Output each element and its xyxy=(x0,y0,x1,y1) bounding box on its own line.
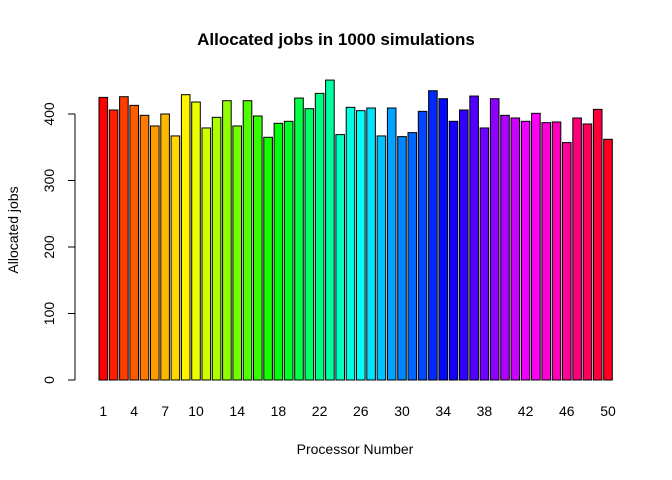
bar-processor-33 xyxy=(428,90,438,381)
bar-processor-37 xyxy=(469,95,479,381)
bar-processor-27 xyxy=(366,107,376,381)
bar-processor-16 xyxy=(253,115,263,381)
bar-processor-40 xyxy=(500,114,510,381)
bar-processor-29 xyxy=(386,107,397,381)
bar-processor-14 xyxy=(232,125,242,381)
bar-processor-30 xyxy=(397,136,407,381)
x-axis-tick-label: 1 xyxy=(99,403,107,419)
bar-processor-46 xyxy=(562,142,572,381)
x-axis-tick-label: 34 xyxy=(435,403,451,419)
bar-processor-9 xyxy=(180,94,191,381)
bar-processor-2 xyxy=(108,109,119,381)
bar-processor-24 xyxy=(335,134,345,381)
bar-processor-19 xyxy=(283,120,294,381)
bar-processor-13 xyxy=(222,100,232,381)
bar-processor-44 xyxy=(541,122,552,381)
bar-processor-45 xyxy=(551,121,562,381)
y-axis-label: Allocated jobs xyxy=(5,186,21,274)
bar-processor-32 xyxy=(417,110,428,381)
bar-processor-18 xyxy=(273,122,284,381)
bar-processor-12 xyxy=(211,116,222,381)
bar-processor-28 xyxy=(376,135,387,381)
y-axis-tick-label: 100 xyxy=(41,302,57,326)
bar-processor-4 xyxy=(129,104,139,381)
bar-processor-6 xyxy=(150,125,160,381)
bar-processor-39 xyxy=(489,98,500,381)
bar-processor-43 xyxy=(531,112,541,381)
bar-processor-10 xyxy=(191,101,201,381)
x-axis-tick-label: 42 xyxy=(518,403,534,419)
bar-processor-49 xyxy=(592,108,603,381)
chart-title: Allocated jobs in 1000 simulations xyxy=(197,30,475,49)
bar-processor-36 xyxy=(459,109,469,381)
x-axis-tick-label: 18 xyxy=(271,403,287,419)
bar-processor-20 xyxy=(294,97,304,381)
y-axis-tick-label: 0 xyxy=(41,376,57,384)
bar-processor-1 xyxy=(98,96,109,381)
bar-processor-31 xyxy=(407,132,418,381)
x-axis-tick-label: 7 xyxy=(161,403,169,419)
bar-processor-15 xyxy=(242,100,253,381)
x-axis-tick-label: 26 xyxy=(353,403,369,419)
bars-group xyxy=(98,79,613,381)
y-axis: 0 100 200 300 400 xyxy=(41,102,76,384)
bar-processor-35 xyxy=(448,120,459,381)
bar-processor-11 xyxy=(201,127,212,381)
x-axis-tick-label: 38 xyxy=(477,403,493,419)
x-axis-tick-labels: 1 4 7 10 14 18 22 26 30 34 38 42 46 50 xyxy=(99,403,616,419)
bar-processor-50 xyxy=(603,138,613,381)
bar-processor-42 xyxy=(520,120,531,381)
y-axis-tick-label: 200 xyxy=(41,235,57,259)
y-axis-tick-label: 400 xyxy=(41,102,57,126)
x-axis-tick-label: 14 xyxy=(229,403,245,419)
bar-processor-8 xyxy=(170,135,181,381)
x-axis-tick-label: 46 xyxy=(559,403,575,419)
x-axis-label: Processor Number xyxy=(296,441,414,457)
bar-processor-48 xyxy=(582,123,593,381)
bar-processor-38 xyxy=(479,127,490,381)
x-axis-tick-label: 50 xyxy=(600,403,616,419)
x-axis-tick-label: 4 xyxy=(130,403,138,419)
bar-processor-47 xyxy=(572,117,582,381)
x-axis-tick-label: 10 xyxy=(188,403,204,419)
y-axis-tick-label: 300 xyxy=(41,169,57,193)
bar-processor-5 xyxy=(139,114,150,381)
bar-processor-7 xyxy=(160,113,170,381)
bar-processor-21 xyxy=(304,108,315,381)
x-axis-tick-label: 22 xyxy=(312,403,328,419)
x-axis-tick-label: 30 xyxy=(394,403,410,419)
bar-processor-34 xyxy=(438,98,448,381)
bar-processor-25 xyxy=(345,106,356,381)
bar-processor-22 xyxy=(314,92,325,381)
bar-processor-26 xyxy=(356,110,366,381)
bar-processor-23 xyxy=(325,79,335,381)
bar-processor-17 xyxy=(263,136,273,381)
bar-processor-3 xyxy=(119,96,129,381)
bar-processor-41 xyxy=(510,117,521,381)
